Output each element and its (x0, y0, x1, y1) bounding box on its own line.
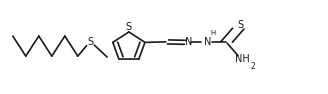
Text: N: N (185, 37, 193, 47)
Text: 2: 2 (250, 62, 255, 71)
Text: H: H (211, 30, 216, 36)
Text: N: N (204, 37, 211, 47)
Text: NH: NH (235, 54, 250, 64)
Text: S: S (126, 22, 132, 32)
Text: S: S (237, 20, 244, 30)
Text: S: S (88, 37, 93, 47)
